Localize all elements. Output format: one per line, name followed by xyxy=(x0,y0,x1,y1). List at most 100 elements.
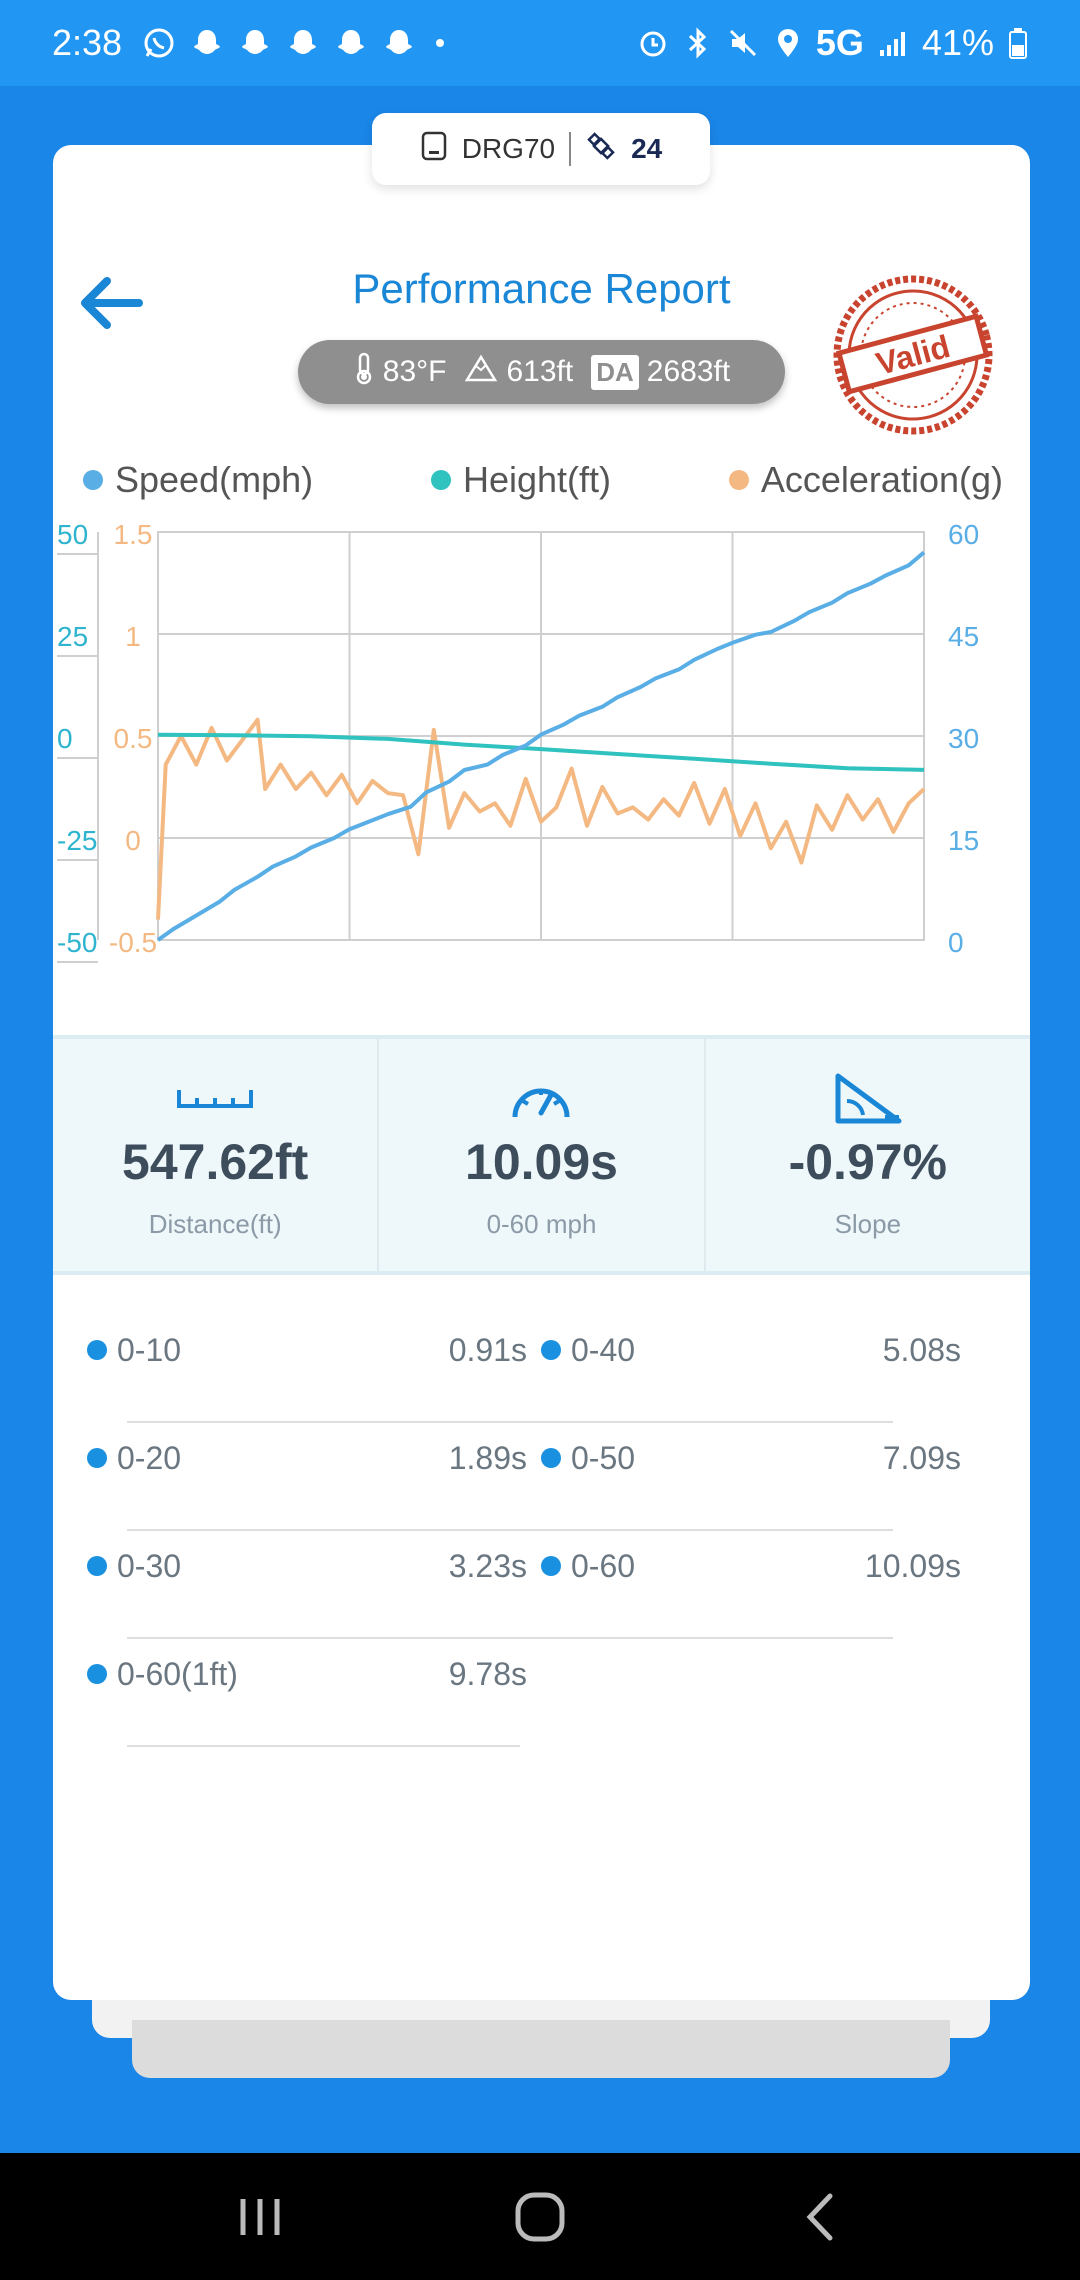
altitude-value: 613ft xyxy=(506,355,574,388)
acceleration-tick-label: 1.5 xyxy=(114,520,153,550)
da-badge: DA xyxy=(591,354,639,390)
legend-speed[interactable]: Speed(mph) xyxy=(83,459,313,501)
bullet-dot xyxy=(87,1664,107,1684)
legend-dot xyxy=(728,470,749,490)
back-icon[interactable] xyxy=(780,2177,860,2257)
acceleration-tick-label: 0.5 xyxy=(114,723,153,754)
mute-icon xyxy=(726,26,760,60)
height-tick-label: 0 xyxy=(57,723,73,754)
split-value: 7.09s xyxy=(882,1439,961,1476)
legend-height[interactable]: Height(ft) xyxy=(430,459,612,501)
back-button[interactable] xyxy=(73,273,147,333)
split-value: 5.08s xyxy=(882,1331,961,1368)
ruler-icon xyxy=(176,1071,254,1127)
stat-label: Distance(ft) xyxy=(148,1209,282,1239)
split-value: 1.89s xyxy=(448,1439,527,1476)
snapchat-icon xyxy=(382,26,416,60)
temperature-item: 83°F xyxy=(353,351,447,393)
bullet-dot xyxy=(541,1556,561,1576)
bullet-dot xyxy=(541,1448,561,1468)
stats-panel: 547.62ft Distance(ft) 10.09s 0-60 mph -0… xyxy=(53,1035,1030,1275)
stat-value: 10.09s xyxy=(465,1134,618,1190)
snapchat-icon xyxy=(286,26,320,60)
satellite-icon xyxy=(585,130,617,169)
split-row: 0-60(1ft) 9.78s xyxy=(87,1620,527,1728)
bullet-dot xyxy=(87,1556,107,1576)
split-label: 0-50 xyxy=(571,1439,636,1476)
home-icon[interactable] xyxy=(500,2177,580,2257)
snapchat-icon xyxy=(238,26,272,60)
device-icon xyxy=(420,130,448,169)
height-tick-label: 25 xyxy=(57,621,88,652)
report-card: Performance Report 83°F 613ft DA 2683ft … xyxy=(53,145,1030,2000)
split-row: 0-10 0.91s xyxy=(87,1296,527,1404)
signal-icon xyxy=(878,28,908,58)
bullet-dot xyxy=(87,1340,107,1360)
bullet-dot xyxy=(541,1340,561,1360)
slope-icon xyxy=(833,1071,903,1127)
navigation-bar xyxy=(0,2153,1080,2280)
status-time: 2:38 xyxy=(52,22,123,63)
split-row: 0-60 10.09s xyxy=(541,1512,961,1620)
battery-icon xyxy=(1008,26,1028,60)
split-label: 0-40 xyxy=(571,1331,636,1368)
speed-tick-label: 30 xyxy=(948,723,979,754)
performance-chart[interactable]: 50 25 0 -25 -50 1.5 1 0.5 0 -0.5 60 45 30 15 0 xyxy=(53,520,1030,1140)
legend-label: Height(ft) xyxy=(462,459,612,500)
recents-icon[interactable] xyxy=(220,2177,300,2257)
speed-tick-label: 15 xyxy=(948,825,979,856)
bullet-dot xyxy=(87,1448,107,1468)
snapchat-icon xyxy=(190,26,224,60)
stat-distance: 547.62ft Distance(ft) xyxy=(53,1039,380,1271)
split-label: 0-30 xyxy=(117,1547,182,1584)
stat-label: 0-60 mph xyxy=(486,1209,597,1239)
density-altitude-item: DA 2683ft xyxy=(591,354,730,390)
page-title: Performance Report xyxy=(352,265,731,312)
height-line xyxy=(157,732,925,772)
stat-label: Slope xyxy=(834,1209,902,1239)
legend-label: Speed(mph) xyxy=(115,459,314,500)
status-bar: 2:38 5G 41% xyxy=(0,0,1080,86)
legend-label: Acceleration(g) xyxy=(760,459,1003,500)
device-pill[interactable]: DRG70 24 xyxy=(372,113,710,185)
row-divider xyxy=(127,1421,893,1423)
split-value: 3.23s xyxy=(448,1547,527,1584)
split-row: 0-20 1.89s xyxy=(87,1404,527,1512)
location-icon xyxy=(774,26,802,60)
battery-percent: 41% xyxy=(921,22,994,63)
temperature-value: 83°F xyxy=(382,355,447,388)
stat-slope: -0.97% Slope xyxy=(706,1039,1030,1271)
split-label: 0-60(1ft) xyxy=(117,1655,238,1692)
pill-divider xyxy=(569,132,572,166)
legend-dot xyxy=(83,470,103,490)
split-row: 0-50 7.09s xyxy=(541,1404,961,1512)
chart-legend: Speed(mph) Height(ft) Acceleration(g) xyxy=(83,455,1003,505)
split-value: 0.91s xyxy=(448,1331,527,1368)
speedometer-icon xyxy=(509,1071,573,1127)
split-value: 9.78s xyxy=(448,1655,527,1692)
card-stack-shadow xyxy=(132,2020,950,2078)
row-divider xyxy=(127,1637,893,1639)
legend-dot xyxy=(430,470,451,490)
alarm-icon xyxy=(636,26,670,60)
acceleration-tick-label: 0 xyxy=(125,825,141,856)
speed-line xyxy=(156,550,926,942)
bluetooth-icon xyxy=(684,26,712,60)
split-value: 10.09s xyxy=(864,1547,961,1584)
acceleration-tick-label: 1 xyxy=(125,621,141,652)
legend-acceleration[interactable]: Acceleration(g) xyxy=(728,459,1003,501)
snapchat-icon xyxy=(334,26,368,60)
height-tick-label: 50 xyxy=(57,520,88,550)
height-tick-label: -25 xyxy=(57,825,97,856)
split-label: 0-20 xyxy=(117,1439,182,1476)
device-name: DRG70 xyxy=(461,133,556,164)
network-label: 5G xyxy=(815,22,864,63)
speed-tick-label: 60 xyxy=(948,520,979,550)
dot-icon xyxy=(430,33,450,53)
whatsapp-icon xyxy=(142,26,176,60)
acceleration-line xyxy=(156,717,926,920)
stat-zero-to-sixty: 10.09s 0-60 mph xyxy=(379,1039,706,1271)
speed-tick-label: 0 xyxy=(948,927,964,958)
valid-stamp: Valid xyxy=(833,275,993,435)
split-label: 0-60 xyxy=(571,1547,636,1584)
